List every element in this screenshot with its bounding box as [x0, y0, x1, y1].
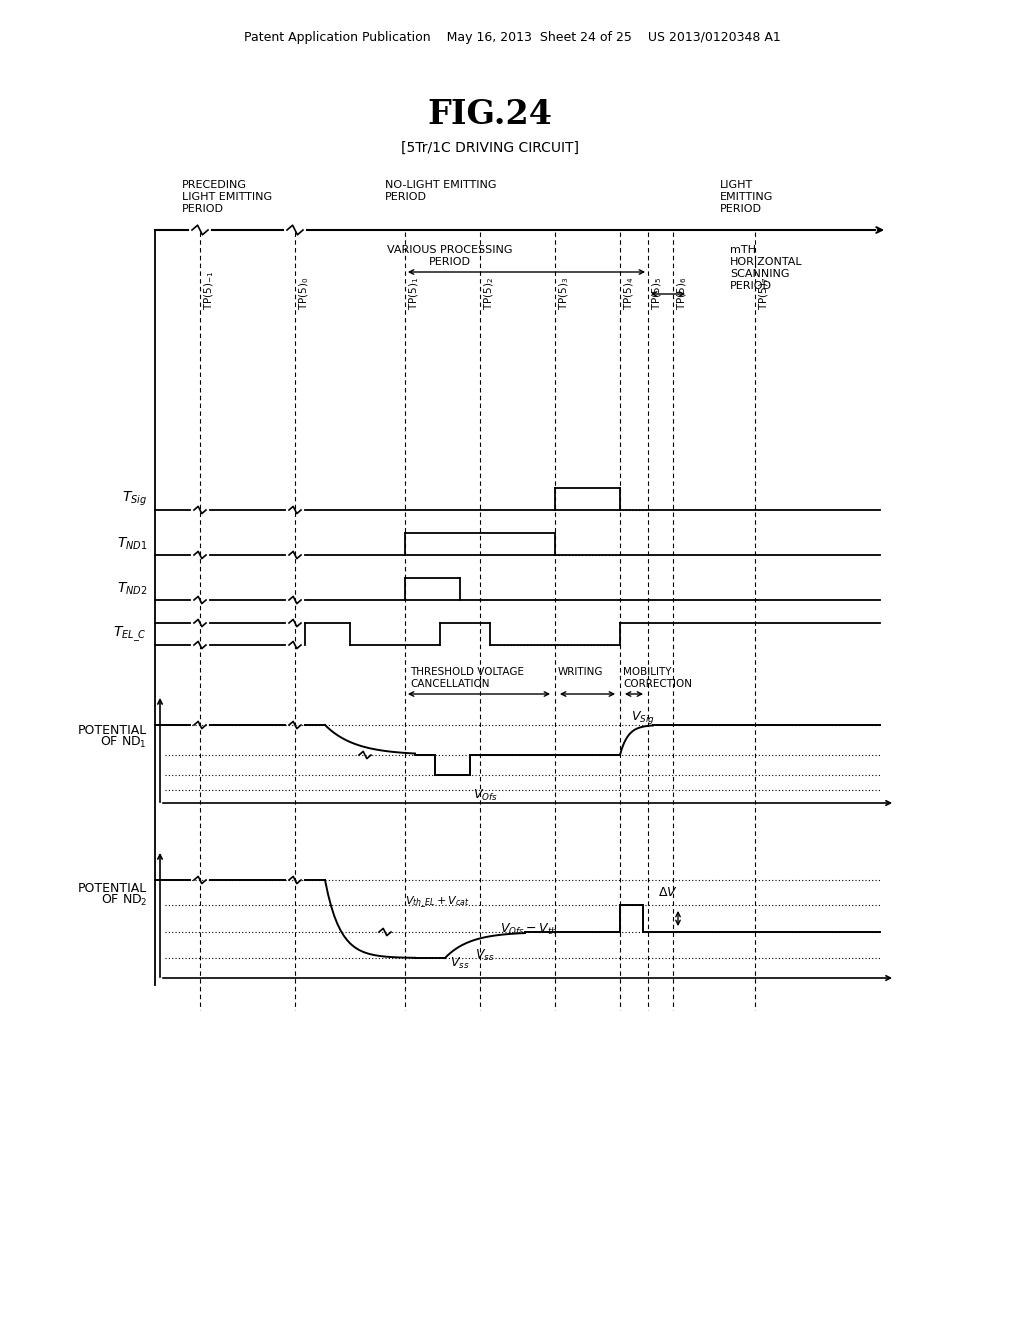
Text: OF ND$_2$: OF ND$_2$	[100, 892, 147, 908]
Text: $T_{ND1}$: $T_{ND1}$	[117, 536, 147, 552]
Text: PERIOD: PERIOD	[720, 205, 762, 214]
Text: TP(5)$_4$: TP(5)$_4$	[622, 276, 636, 310]
Text: OF ND$_1$: OF ND$_1$	[100, 734, 147, 750]
Text: PERIOD: PERIOD	[385, 191, 427, 202]
Text: $T_{EL\_C}$: $T_{EL\_C}$	[114, 624, 147, 644]
Text: Patent Application Publication    May 16, 2013  Sheet 24 of 25    US 2013/012034: Patent Application Publication May 16, 2…	[244, 32, 780, 45]
Text: POTENTIAL: POTENTIAL	[78, 882, 147, 895]
Text: PERIOD: PERIOD	[429, 257, 471, 267]
Text: $V_{ss}$: $V_{ss}$	[475, 948, 495, 962]
Text: SCANNING: SCANNING	[730, 269, 790, 279]
Text: MOBILITY: MOBILITY	[623, 667, 672, 677]
Text: CORRECTION: CORRECTION	[623, 678, 692, 689]
Text: [5Tr/1C DRIVING CIRCUIT]: [5Tr/1C DRIVING CIRCUIT]	[401, 141, 579, 154]
Text: $T_{ND2}$: $T_{ND2}$	[117, 581, 147, 597]
Text: $V_{Sig}$: $V_{Sig}$	[631, 709, 655, 726]
Text: PERIOD: PERIOD	[730, 281, 772, 290]
Text: $V_{Ofs}-V_{th}$: $V_{Ofs}-V_{th}$	[500, 921, 558, 937]
Text: TP(5)$_0$: TP(5)$_0$	[297, 276, 310, 310]
Text: LIGHT EMITTING: LIGHT EMITTING	[182, 191, 272, 202]
Text: CANCELLATION: CANCELLATION	[410, 678, 489, 689]
Text: TP(5)$_7$: TP(5)$_7$	[757, 277, 771, 310]
Text: EMITTING: EMITTING	[720, 191, 773, 202]
Text: POTENTIAL: POTENTIAL	[78, 723, 147, 737]
Text: TP(5)$_6$: TP(5)$_6$	[675, 276, 688, 310]
Text: $V_{Ofs}$: $V_{Ofs}$	[472, 788, 498, 803]
Text: HORIZONTAL: HORIZONTAL	[730, 257, 803, 267]
Text: $\Delta V$: $\Delta V$	[658, 887, 678, 899]
Text: TP(5)$_1$: TP(5)$_1$	[407, 277, 421, 310]
Text: TP(5)$_2$: TP(5)$_2$	[482, 277, 496, 310]
Text: THRESHOLD VOLTAGE: THRESHOLD VOLTAGE	[410, 667, 524, 677]
Text: PERIOD: PERIOD	[182, 205, 224, 214]
Text: $V_{ss}$: $V_{ss}$	[450, 956, 469, 970]
Text: VARIOUS PROCESSING: VARIOUS PROCESSING	[387, 246, 513, 255]
Text: $T_{Sig}$: $T_{Sig}$	[122, 490, 147, 508]
Text: TP(5)$_3$: TP(5)$_3$	[557, 276, 570, 310]
Text: NO-LIGHT EMITTING: NO-LIGHT EMITTING	[385, 180, 497, 190]
Text: TP(5)$_{-1}$: TP(5)$_{-1}$	[202, 271, 216, 310]
Text: TP(5)$_5$: TP(5)$_5$	[650, 277, 664, 310]
Text: $V_{th\_EL}+V_{cat}$: $V_{th\_EL}+V_{cat}$	[406, 894, 470, 909]
Text: FIG.24: FIG.24	[427, 99, 553, 132]
Text: mTH: mTH	[730, 246, 756, 255]
Text: WRITING: WRITING	[558, 667, 603, 677]
Text: LIGHT: LIGHT	[720, 180, 754, 190]
Text: PRECEDING: PRECEDING	[182, 180, 247, 190]
